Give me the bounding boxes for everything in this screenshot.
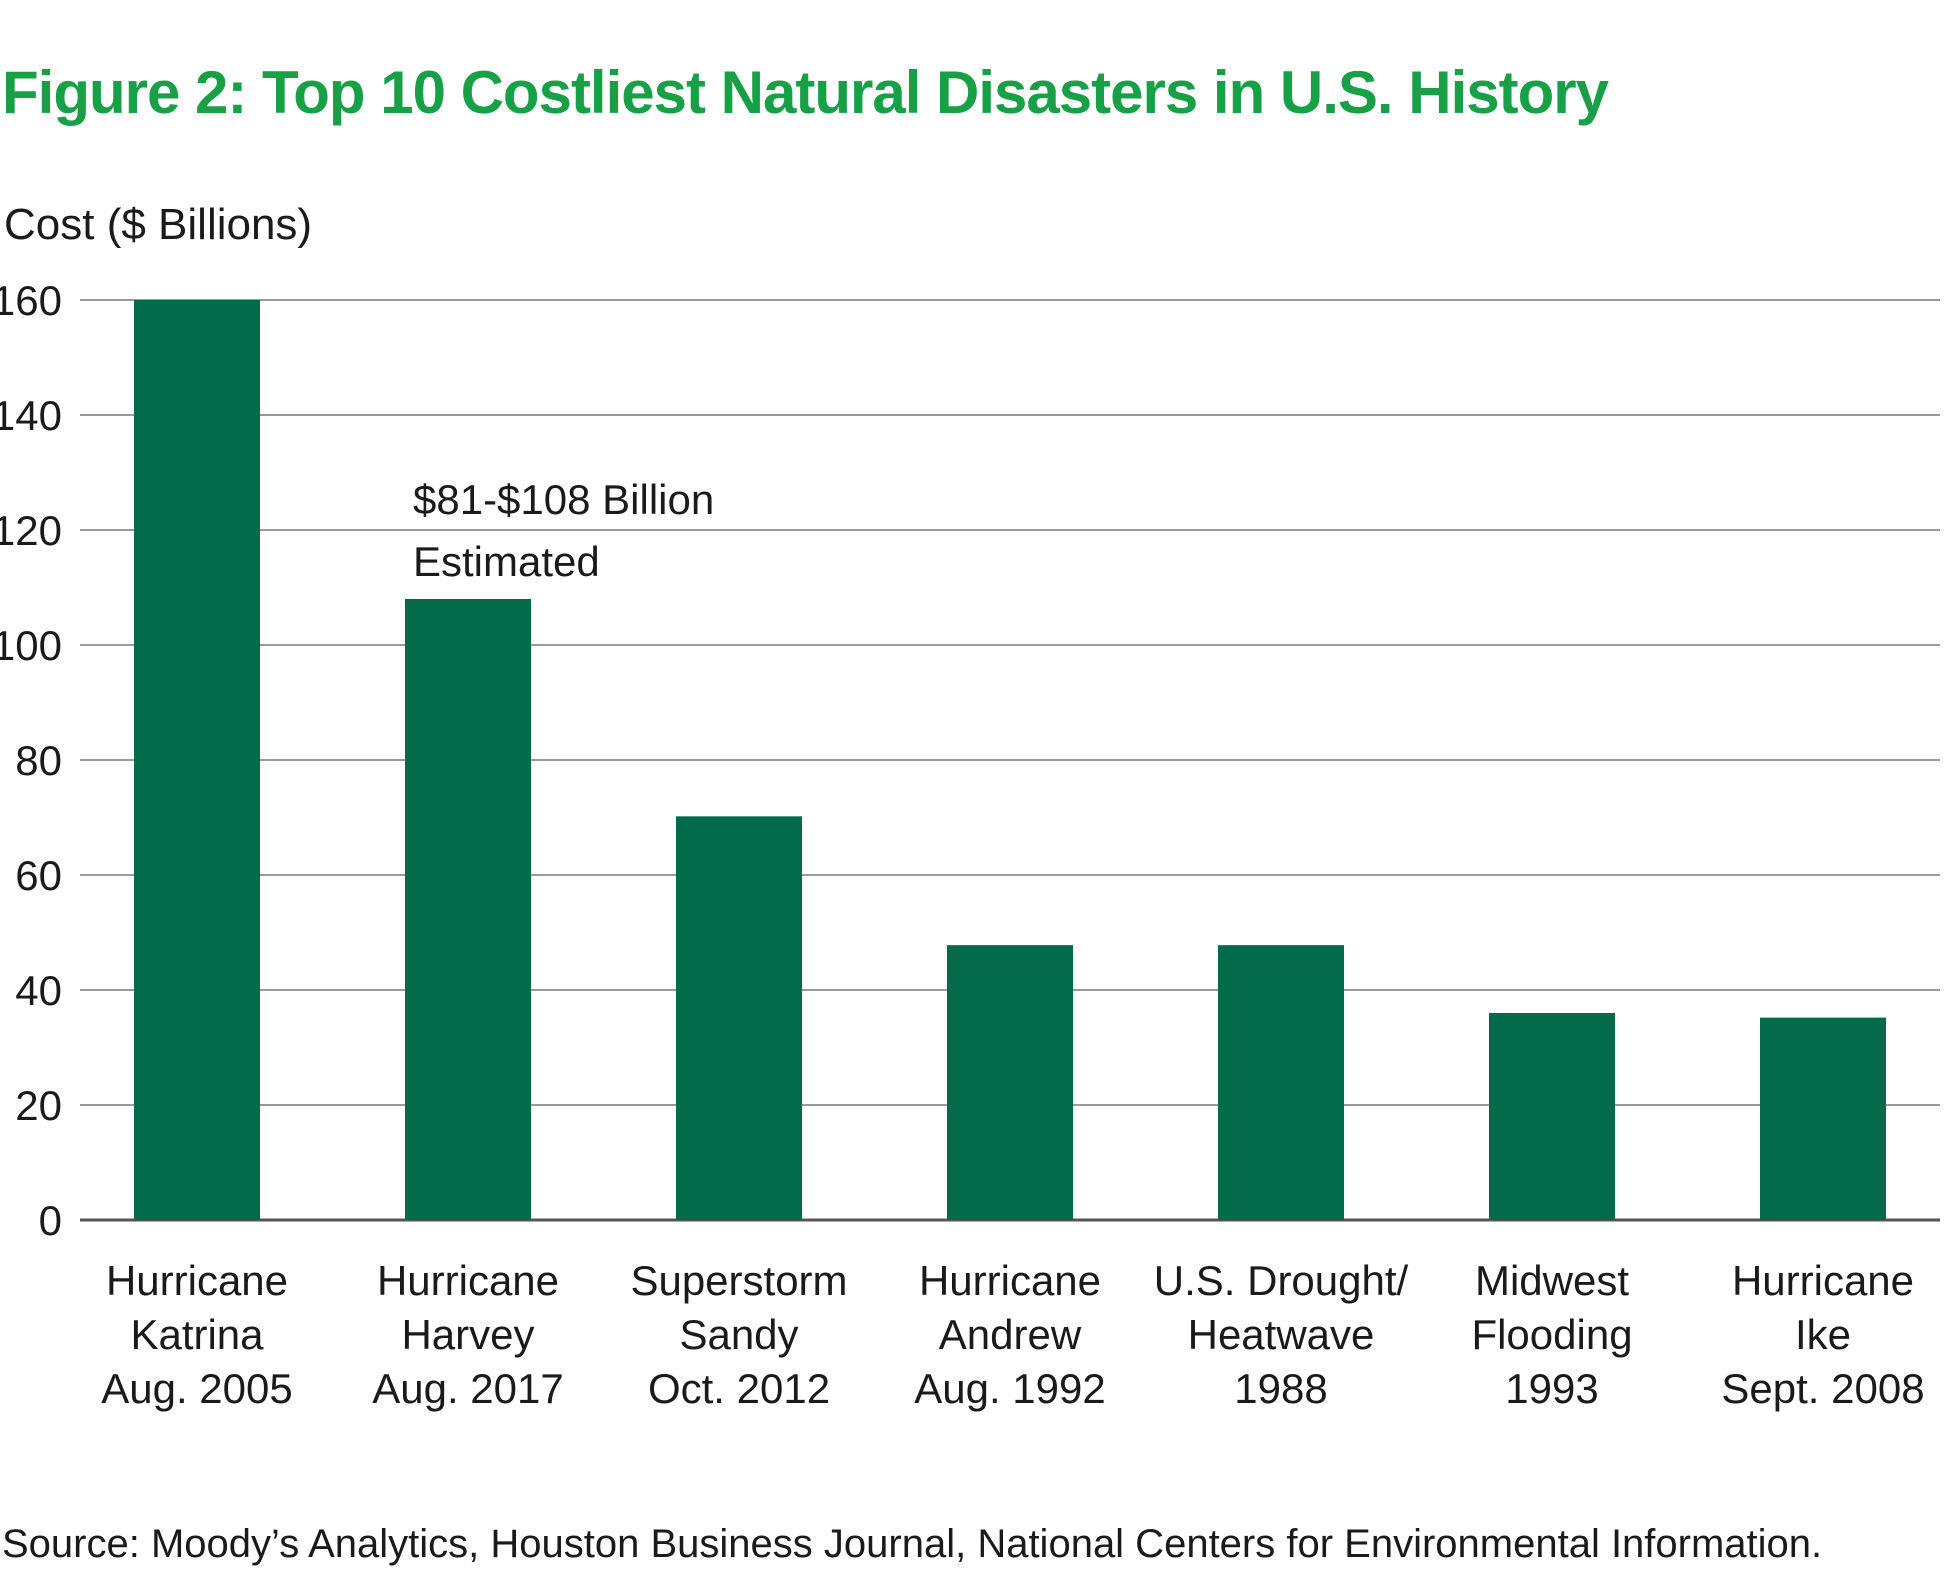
- y-axis-label: Cost ($ Billions): [4, 200, 313, 249]
- y-tick-label: 0: [39, 1197, 62, 1244]
- chart-title: Figure 2: Top 10 Costliest Natural Disas…: [2, 59, 1609, 126]
- x-category-label: Midwest Flooding 1993: [1471, 1257, 1632, 1412]
- y-tick-label: 140: [0, 392, 62, 439]
- y-tick-labels: 0 20 40 60 80 100 120 140 160: [0, 277, 62, 1244]
- x-category-label: Hurricane Harvey Aug. 2017: [372, 1257, 564, 1412]
- x-category-label: Hurricane Ike Sept. 2008: [1721, 1257, 1924, 1412]
- bar-chart: 0 20 40 60 80 100 120 140 160 Hurricane Katrina Au…: [0, 277, 1940, 1412]
- bar: [134, 300, 260, 1220]
- annotations: $81-$108 Billion Estimated: [413, 476, 714, 585]
- grid-lines: [80, 299, 1940, 1222]
- source-note: Source: Moody’s Analytics, Houston Busin…: [2, 1522, 1823, 1566]
- x-category-label: U.S. Drought/Heatwave 1988: [1154, 1257, 1409, 1412]
- bar: [1489, 1013, 1615, 1220]
- y-tick-label: 100: [0, 622, 62, 669]
- bar-annotation: $81-$108 Billion Estimated: [413, 476, 714, 585]
- y-tick-label: 80: [15, 737, 62, 784]
- y-tick-label: 40: [15, 967, 62, 1014]
- bar: [676, 816, 802, 1220]
- y-tick-label: 20: [15, 1082, 62, 1129]
- bar: [1760, 1017, 1886, 1220]
- bars: [134, 300, 1886, 1220]
- x-category-label: Hurricane Andrew Aug. 1992: [914, 1257, 1106, 1412]
- category-labels: Hurricane Katrina Aug. 2005 Hurricane Harvey…: [101, 1257, 1924, 1412]
- x-category-label: Superstorm Sandy Oct. 2012: [630, 1257, 847, 1412]
- bar: [1218, 945, 1344, 1220]
- bar: [947, 945, 1073, 1220]
- y-tick-label: 120: [0, 507, 62, 554]
- y-tick-label: 60: [15, 852, 62, 899]
- bar: [405, 599, 531, 1220]
- y-tick-label: 160: [0, 277, 62, 324]
- x-category-label: Hurricane Katrina Aug. 2005: [101, 1257, 293, 1412]
